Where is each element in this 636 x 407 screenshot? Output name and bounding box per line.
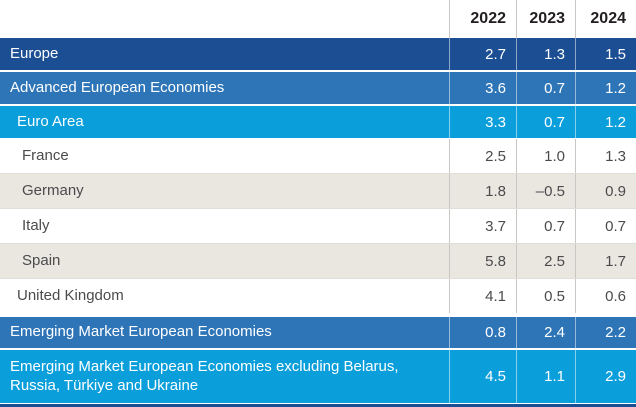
- row-label: United Kingdom: [17, 286, 124, 304]
- value-2023: 1.0: [516, 139, 575, 173]
- value-2024: 0.9: [575, 174, 636, 208]
- value-2024: 1.5: [575, 38, 636, 70]
- value-2024: 2.2: [575, 317, 636, 348]
- value-2024: 0.6: [575, 279, 636, 313]
- row-label: Spain: [22, 251, 61, 269]
- value-2024: 1.2: [575, 72, 636, 104]
- value-2023: 0.7: [516, 106, 575, 138]
- column-header-2022: 2022: [449, 0, 516, 38]
- value-2022: 3.7: [449, 209, 516, 243]
- table-row: United Kingdom 4.1 0.5 0.6: [0, 279, 636, 313]
- value-2024: 2.9: [575, 350, 636, 403]
- row-label: Advanced European Economies: [10, 78, 225, 96]
- row-label: Euro Area: [17, 112, 84, 130]
- row-label: Emerging Market European Economies exclu…: [10, 357, 399, 394]
- row-label: Europe: [10, 44, 59, 62]
- row-label: Emerging Market European Economies: [10, 323, 272, 341]
- row-label: Italy: [22, 216, 50, 234]
- value-2022: 2.7: [449, 38, 516, 70]
- value-2023: 1.3: [516, 38, 575, 70]
- row-label: Germany: [22, 181, 84, 199]
- value-2022: 0.8: [449, 317, 516, 348]
- table-row: Europe 2.7 1.3 1.5: [0, 38, 636, 70]
- value-2022: 4.5: [449, 350, 516, 403]
- column-header-2023: 2023: [516, 0, 575, 38]
- value-2022: 3.6: [449, 72, 516, 104]
- value-2022: 2.5: [449, 139, 516, 173]
- value-2023: 2.5: [516, 244, 575, 278]
- value-2023: 0.7: [516, 209, 575, 243]
- table-row: France 2.5 1.0 1.3: [0, 139, 636, 174]
- column-header-2024: 2024: [575, 0, 636, 38]
- header-label-spacer: [0, 0, 449, 38]
- value-2023: 0.7: [516, 72, 575, 104]
- value-2023: 1.1: [516, 350, 575, 403]
- value-2022: 1.8: [449, 174, 516, 208]
- table-row: Emerging Market European Economies 0.8 2…: [0, 317, 636, 348]
- row-label: France: [22, 146, 69, 164]
- table-row: Euro Area 3.3 0.7 1.2: [0, 106, 636, 138]
- value-2024: 1.2: [575, 106, 636, 138]
- value-2023: –0.5: [516, 174, 575, 208]
- value-2023: 2.4: [516, 317, 575, 348]
- table-row: Germany 1.8 –0.5 0.9: [0, 174, 636, 209]
- value-2024: 0.7: [575, 209, 636, 243]
- value-2022: 3.3: [449, 106, 516, 138]
- table-row: Emerging Market European Economies exclu…: [0, 350, 636, 403]
- table-row: Italy 3.7 0.7 0.7: [0, 209, 636, 244]
- value-2022: 4.1: [449, 279, 516, 313]
- value-2023: 0.5: [516, 279, 575, 313]
- table-header-row: 2022 2023 2024: [0, 0, 636, 38]
- table-body: Europe 2.7 1.3 1.5 Advanced European Eco…: [0, 38, 636, 403]
- value-2024: 1.7: [575, 244, 636, 278]
- value-2024: 1.3: [575, 139, 636, 173]
- value-2022: 5.8: [449, 244, 516, 278]
- table-row: Advanced European Economies 3.6 0.7 1.2: [0, 72, 636, 104]
- table-row: Spain 5.8 2.5 1.7: [0, 244, 636, 279]
